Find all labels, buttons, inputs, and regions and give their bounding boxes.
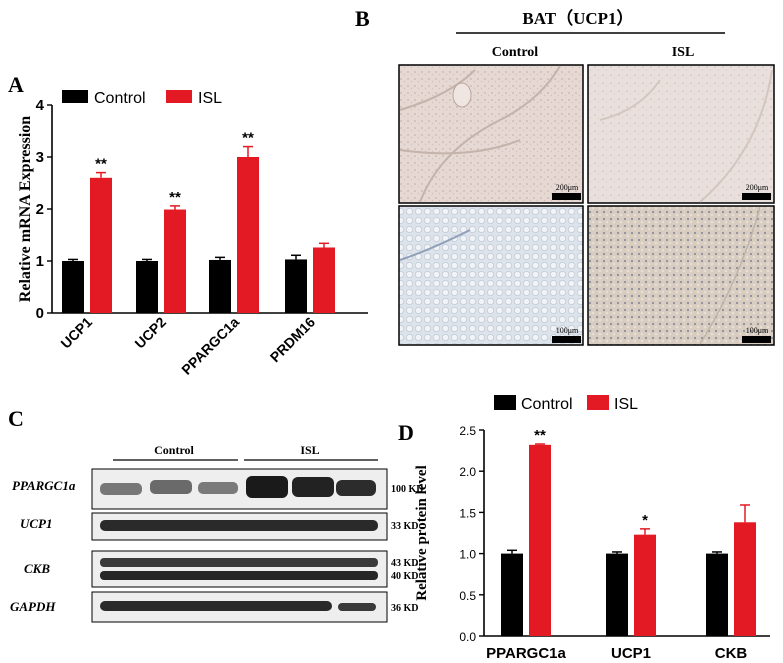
chart-a-y-tick-label: 3 bbox=[36, 149, 44, 166]
blot-group-isl: ISL bbox=[300, 443, 319, 457]
scale-label-3: 100μm bbox=[556, 326, 579, 335]
chart-a-y-tick-label: 4 bbox=[36, 97, 45, 114]
histology-image-isl-100 bbox=[587, 205, 775, 346]
kd-label-100: 100 KD bbox=[391, 484, 424, 495]
chart-a-x-tick-label: PRDM16 bbox=[267, 314, 319, 366]
blot-label-gapdh: GAPDH bbox=[10, 599, 56, 614]
chart-a-bar-control bbox=[62, 261, 84, 313]
chart-d-bar-control bbox=[706, 553, 728, 636]
legend-a-isl-swatch bbox=[166, 90, 192, 103]
chart-a-bar-control bbox=[209, 259, 231, 313]
histology-image-isl-200 bbox=[587, 64, 775, 204]
blot-label-ppargc1a: PPARGC1a bbox=[12, 478, 76, 493]
histology-image-control-200 bbox=[398, 64, 584, 204]
kd-label-33: 33 KD bbox=[391, 521, 419, 532]
blot-label-ucp1: UCP1 bbox=[20, 516, 53, 531]
legend-a-control-swatch bbox=[62, 90, 88, 103]
chart-d-significance: ** bbox=[534, 427, 546, 444]
legend-d-isl-swatch bbox=[587, 395, 609, 410]
kd-label-40: 40 KD bbox=[391, 571, 419, 582]
chart-a-x-tick-label: PPARGC1a bbox=[178, 314, 242, 378]
chart-a-y-tick-label: 1 bbox=[36, 253, 44, 270]
chart-a-significance: ** bbox=[242, 130, 254, 147]
blot-ppargc1a: PPARGC1a 100 KD bbox=[12, 468, 424, 510]
panel-label-b: B bbox=[355, 6, 370, 31]
chart-d-bar-control bbox=[606, 553, 628, 636]
chart-a-bar-control bbox=[136, 261, 158, 313]
chart-a-x-tick-label: UCP1 bbox=[57, 314, 95, 352]
legend-a: Control ISL bbox=[62, 90, 222, 107]
chart-d-significance: * bbox=[642, 512, 648, 529]
panel-b-title: BAT（UCP1） bbox=[522, 8, 633, 28]
blot-ucp1: UCP1 33 KD bbox=[20, 512, 419, 541]
chart-a-bar-isl bbox=[237, 157, 259, 313]
chart-d-y-tick-label: 1.0 bbox=[459, 548, 476, 562]
chart-d-x-tick-label: CKB bbox=[715, 645, 748, 662]
scale-label-4: 100μm bbox=[746, 326, 769, 335]
legend-d-isl-label: ISL bbox=[614, 396, 638, 413]
blot-ckb: CKB 43 KD 40 KD bbox=[24, 550, 419, 588]
chart-a-y-axis-label: Relative mRNA Expression bbox=[17, 116, 34, 302]
chart-d-y-tick-label: 2.5 bbox=[459, 424, 476, 438]
chart-a-bar-control bbox=[285, 259, 307, 313]
panel-label-c: C bbox=[8, 406, 24, 431]
scale-label-2: 200μm bbox=[746, 183, 769, 192]
scale-bars: 200μm 200μm 100μm 100μm bbox=[552, 183, 771, 343]
chart-a-bar-isl bbox=[313, 247, 335, 313]
legend-d: Control ISL bbox=[494, 395, 638, 413]
chart-a-x-tick-label: UCP2 bbox=[131, 314, 169, 352]
chart-a-significance: ** bbox=[169, 189, 181, 206]
chart-d-y-tick-label: 0.5 bbox=[459, 589, 476, 603]
chart-d-x-tick-label: UCP1 bbox=[611, 645, 651, 662]
legend-d-control-swatch bbox=[494, 395, 516, 410]
blot-gapdh: GAPDH 36 KD bbox=[10, 591, 419, 623]
panel-label-a: A bbox=[8, 72, 24, 97]
histology-image-control-100 bbox=[398, 205, 584, 346]
legend-d-control-label: Control bbox=[521, 396, 573, 413]
chart-d-x-tick-label: PPARGC1a bbox=[486, 645, 566, 662]
chart-d-y-tick-label: 2.0 bbox=[459, 465, 476, 479]
panel-label-d: D bbox=[398, 420, 414, 445]
chart-d-protein-level: 0.0 0.5 1.0 1.5 2.0 2.5 Relative protein level… bbox=[414, 424, 770, 662]
blot-label-ckb: CKB bbox=[24, 561, 50, 576]
chart-d-bar-control bbox=[501, 553, 523, 636]
kd-label-36: 36 KD bbox=[391, 603, 419, 614]
chart-d-y-tick-label: 0.0 bbox=[459, 630, 476, 644]
chart-a-significance: ** bbox=[95, 156, 107, 173]
legend-a-isl-label: ISL bbox=[198, 90, 222, 107]
chart-a-bar-isl bbox=[164, 209, 186, 313]
chart-d-bar-isl bbox=[734, 522, 756, 636]
chart-a-y-tick-label: 2 bbox=[36, 201, 44, 218]
blot-group-control: Control bbox=[154, 443, 194, 457]
chart-d-bar-isl bbox=[529, 444, 551, 636]
legend-a-control-label: Control bbox=[94, 90, 146, 107]
kd-label-43: 43 KD bbox=[391, 558, 419, 569]
chart-a-y-tick-label: 0 bbox=[36, 305, 44, 322]
chart-d-y-tick-label: 1.5 bbox=[459, 506, 476, 520]
chart-d-bar-isl bbox=[634, 534, 656, 636]
chart-a-bar-isl bbox=[90, 177, 112, 313]
chart-d-y-axis-label: Relative protein level bbox=[414, 465, 430, 601]
panel-b-col-control: Control bbox=[492, 45, 539, 60]
scale-label-1: 200μm bbox=[556, 183, 579, 192]
panel-b-col-isl: ISL bbox=[672, 45, 695, 60]
